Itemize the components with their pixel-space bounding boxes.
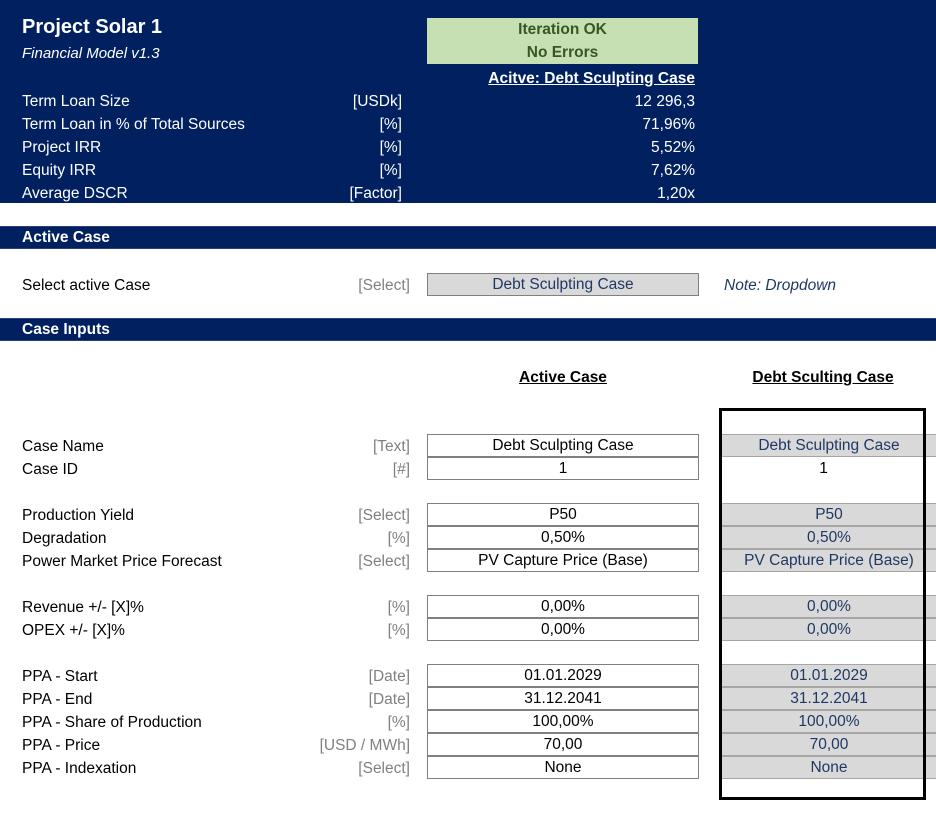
input-unit: [Select] — [358, 507, 410, 524]
input-unit: [Select] — [358, 553, 410, 570]
active-case-cell[interactable]: 100,00% — [427, 710, 699, 733]
input-unit: [Date] — [368, 691, 410, 708]
input-label: Case ID — [22, 461, 78, 478]
active-case-cell[interactable]: P50 — [427, 503, 699, 526]
active-case-cell[interactable]: PV Capture Price (Base) — [427, 549, 699, 572]
select-case-unit: [Select] — [358, 277, 410, 294]
active-case-cell[interactable]: Debt Sculpting Case — [427, 434, 699, 457]
debt-case-cell[interactable]: P50 — [721, 503, 936, 526]
input-label: Revenue +/- [X]% — [22, 599, 144, 616]
metric-label: Equity IRR — [22, 162, 97, 179]
active-case-cell[interactable]: 01.01.2029 — [427, 664, 699, 687]
input-unit: [#] — [392, 461, 410, 478]
debt-case-cell[interactable]: 1 — [819, 460, 828, 477]
active-case-cell[interactable]: 0,00% — [427, 618, 699, 641]
metric-value: 71,96% — [642, 116, 695, 133]
input-unit: [USD / MWh] — [319, 737, 410, 754]
active-case-section-title: Active Case — [22, 229, 110, 246]
input-unit: [Text] — [372, 438, 410, 455]
input-unit: [%] — [387, 714, 410, 731]
debt-case-column-header: Debt Sculting Case — [752, 369, 894, 386]
input-label: PPA - End — [22, 691, 93, 708]
debt-case-cell[interactable]: 100,00% — [721, 710, 936, 733]
input-label: PPA - Indexation — [22, 760, 137, 777]
case-inputs-section-title: Case Inputs — [22, 321, 110, 338]
iteration-status: Iteration OK — [518, 21, 607, 38]
metric-label: Term Loan in % of Total Sources — [22, 116, 245, 133]
active-case-cell[interactable]: 31.12.2041 — [427, 687, 699, 710]
active-case-indicator: Acitve: Debt Sculpting Case — [488, 70, 695, 87]
metric-unit: [Factor] — [349, 185, 402, 202]
input-label: Power Market Price Forecast — [22, 553, 222, 570]
debt-case-cell[interactable]: 0,50% — [721, 526, 936, 549]
error-status: No Errors — [526, 44, 599, 61]
input-label: Degradation — [22, 530, 107, 547]
metric-unit: [%] — [379, 116, 402, 133]
debt-case-cell[interactable]: 0,00% — [721, 618, 936, 641]
metric-unit: [%] — [379, 139, 402, 156]
input-unit: [%] — [387, 599, 410, 616]
input-label: Case Name — [22, 438, 104, 455]
debt-case-cell[interactable]: None — [721, 756, 936, 779]
active-case-cell[interactable]: 0,50% — [427, 526, 699, 549]
input-label: OPEX +/- [X]% — [22, 622, 125, 639]
metric-unit: [%] — [379, 162, 402, 179]
input-label: PPA - Start — [22, 668, 98, 685]
debt-case-cell[interactable]: 70,00 — [721, 733, 936, 756]
active-case-cell[interactable]: 70,00 — [427, 733, 699, 756]
active-case-cell[interactable]: 1 — [427, 457, 699, 480]
metric-label: Project IRR — [22, 139, 102, 156]
debt-case-cell[interactable]: 01.01.2029 — [721, 664, 936, 687]
input-unit: [%] — [387, 622, 410, 639]
project-title: Project Solar 1 — [22, 16, 163, 38]
active-case-column-header: Active Case — [519, 369, 607, 386]
input-unit: [Select] — [358, 760, 410, 777]
input-unit: [%] — [387, 530, 410, 547]
input-label: PPA - Price — [22, 737, 101, 754]
debt-case-cell[interactable]: 31.12.2041 — [721, 687, 936, 710]
active-case-cell[interactable]: None — [427, 756, 699, 779]
metric-label: Average DSCR — [22, 185, 128, 202]
debt-case-cell[interactable]: 0,00% — [721, 595, 936, 618]
debt-case-cell[interactable]: PV Capture Price (Base) — [721, 549, 936, 572]
active-case-cell[interactable]: 0,00% — [427, 595, 699, 618]
active-case-section-bar — [0, 226, 936, 249]
input-unit: [Date] — [368, 668, 410, 685]
metric-unit: [USDk] — [352, 93, 402, 110]
metric-value: 7,62% — [651, 162, 695, 179]
metric-label: Term Loan Size — [22, 93, 130, 110]
metric-value: 1,20x — [657, 185, 695, 202]
input-label: PPA - Share of Production — [22, 714, 202, 731]
metric-value: 5,52% — [651, 139, 695, 156]
debt-case-spacer — [721, 410, 936, 433]
metric-value: 12 296,3 — [634, 93, 695, 110]
debt-case-cell[interactable]: Debt Sculpting Case — [721, 434, 936, 457]
select-case-label: Select active Case — [22, 277, 151, 294]
input-label: Production Yield — [22, 507, 135, 524]
active-case-dropdown[interactable]: Debt Sculpting Case — [427, 273, 699, 296]
status-badge: Iteration OK No Errors — [427, 18, 698, 64]
model-version: Financial Model v1.3 — [22, 45, 160, 62]
case-inputs-section-bar — [0, 318, 936, 341]
dropdown-note: Note: Dropdown — [724, 277, 837, 294]
